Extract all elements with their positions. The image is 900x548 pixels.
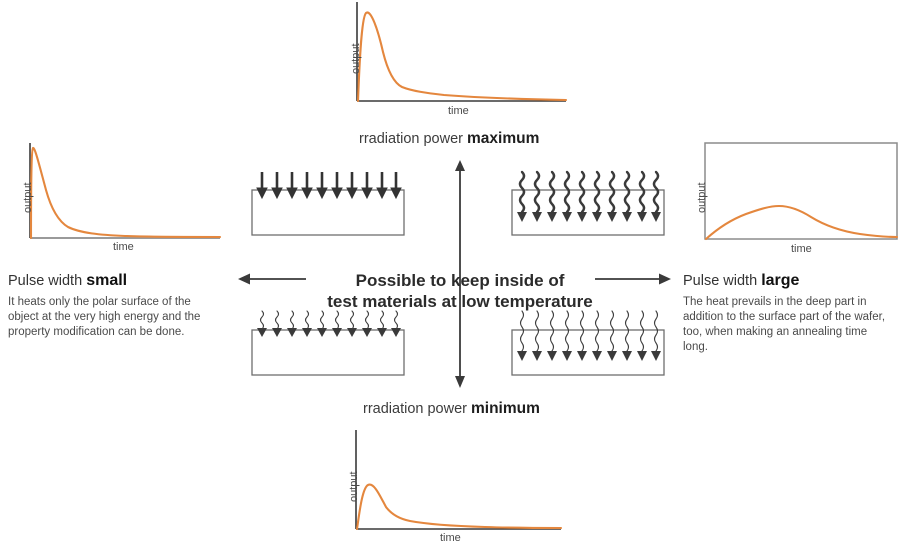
- arrow-left: [238, 272, 306, 291]
- chart-bottom-caption-bold: minimum: [471, 400, 540, 417]
- irradiation-arrows-thin-wavy-deep: [517, 310, 661, 361]
- wafer-top-left: [248, 168, 408, 240]
- arrow-down-icon: [455, 268, 465, 388]
- chart-left-xlabel: time: [113, 241, 134, 253]
- irradiation-arrows-thick-straight: [256, 172, 402, 200]
- center-statement-line1: Possible to keep inside of: [355, 271, 565, 290]
- arrow-right-icon: [595, 273, 671, 285]
- output-curve: [356, 11, 568, 103]
- chart-bottom-xlabel: time: [440, 532, 461, 544]
- arrow-right: [595, 272, 671, 291]
- right-panel-title: Pulse width large: [683, 272, 799, 290]
- left-panel-title-plain: Pulse width: [8, 273, 87, 289]
- right-panel-title-plain: Pulse width: [683, 273, 762, 289]
- wafer-body: [251, 329, 405, 376]
- arrow-left-svg: [238, 273, 306, 285]
- output-curve: [704, 204, 899, 241]
- left-panel-body: It heats only the polar surface of the o…: [8, 296, 201, 338]
- chart-top-ylabel: output: [350, 43, 362, 74]
- chart-top-svg: [356, 2, 568, 103]
- left-panel-title: Pulse width small: [8, 272, 127, 290]
- arrow-up-icon: [455, 160, 465, 268]
- chart-right-svg: [704, 142, 899, 241]
- chart-top-caption-plain: rradiation power: [359, 131, 467, 147]
- vertical-axis-svg: [455, 160, 465, 388]
- wafer-bottom-left-svg: [251, 310, 405, 376]
- right-panel-title-bold: large: [761, 272, 800, 289]
- left-panel-title-bold: small: [86, 272, 128, 289]
- wafer-bottom-right: [508, 308, 668, 380]
- output-curve: [355, 483, 563, 531]
- chart-top-caption: rradiation power maximum: [359, 130, 539, 148]
- wafer-top-right-svg: [511, 170, 665, 236]
- arrow-left-icon: [238, 273, 306, 285]
- irradiation-arrows-thick-wavy: [517, 170, 661, 222]
- chart-right-ylabel: output: [696, 182, 708, 213]
- center-statement: Possible to keep inside of test material…: [300, 270, 620, 312]
- plot-frame: [704, 142, 898, 240]
- wafer-bottom-left: [248, 308, 408, 380]
- arrow-right-svg: [595, 273, 671, 285]
- irradiation-arrows-thin-wavy: [257, 310, 401, 337]
- chart-left-svg: [29, 143, 222, 240]
- center-statement-line2: test materials at low temperature: [327, 292, 593, 311]
- right-panel-body: The heat prevails in the deep part in ad…: [683, 296, 886, 353]
- chart-right: output time: [678, 140, 900, 255]
- chart-top: output time: [340, 0, 570, 117]
- wafer-top-left-svg: [251, 172, 405, 236]
- chart-bottom: output time: [330, 428, 565, 544]
- output-curve: [29, 146, 222, 240]
- chart-bottom-ylabel: output: [348, 471, 360, 502]
- chart-top-xlabel: time: [448, 105, 469, 117]
- chart-bottom-caption: rradiation power minimum: [363, 400, 540, 418]
- chart-bottom-svg: [355, 430, 563, 531]
- vertical-axis-arrows: [445, 160, 475, 393]
- wafer-body: [251, 189, 405, 236]
- chart-left-ylabel: output: [22, 182, 34, 213]
- chart-bottom-caption-plain: rradiation power: [363, 401, 471, 417]
- wafer-top-right: [508, 168, 668, 240]
- chart-top-caption-bold: maximum: [467, 130, 540, 147]
- chart-right-xlabel: time: [791, 243, 812, 255]
- chart-left: output time: [0, 140, 222, 253]
- wafer-bottom-right-svg: [511, 310, 665, 376]
